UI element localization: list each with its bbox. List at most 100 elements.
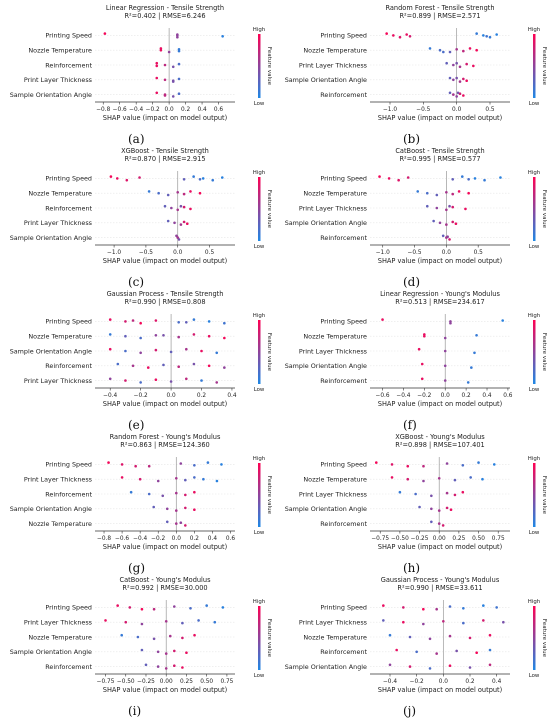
shap-point — [473, 351, 476, 355]
shap-point — [438, 221, 442, 225]
shap-point — [164, 667, 168, 670]
shap-point — [164, 620, 168, 623]
shap-point — [437, 477, 441, 480]
colorbar-title: Feature value — [266, 476, 272, 515]
shap-point — [382, 619, 385, 622]
x-tick-label: 0.0 — [172, 536, 182, 542]
chart-title: XGBoost - Tensile Strength — [121, 147, 209, 155]
x-tick-label: −0.6 — [375, 393, 389, 399]
shap-point — [468, 47, 472, 50]
shap-point — [200, 379, 203, 382]
panel-label: (d) — [403, 275, 421, 289]
shap-point — [458, 65, 462, 69]
shap-point — [468, 666, 472, 669]
feature-label: Printing Speed — [320, 461, 367, 469]
shap-point — [453, 493, 457, 497]
shap-point — [443, 336, 447, 340]
x-axis-label: SHAP value (impact on model output) — [103, 400, 227, 408]
shap-summary-plot: Gaussian Process - Tensile StrengthR²=0.… — [10, 290, 272, 408]
shap-point — [124, 334, 127, 338]
shap-summary-plot: Random Forest - Tensile StrengthR²=0.899… — [285, 4, 547, 122]
shap-point — [425, 191, 429, 195]
colorbar-title: Feature value — [266, 47, 272, 86]
shap-point — [125, 178, 129, 182]
shap-point — [182, 192, 186, 196]
shap-point — [461, 464, 465, 467]
shap-point — [488, 648, 492, 652]
chart-subtitle: R²=0.402 | RMSE=6.246 — [124, 12, 205, 20]
chart-panel: CatBoost - Tensile Strength R²=0.995 | RM… — [275, 145, 550, 288]
shap-point — [162, 334, 165, 337]
shap-point — [443, 364, 447, 368]
shap-point — [165, 520, 169, 524]
shap-point — [388, 663, 392, 667]
shap-point — [435, 607, 438, 611]
chart-subtitle: R²=0.513 | RMSE=234.617 — [395, 298, 484, 306]
shap-point — [140, 622, 144, 626]
shap-point — [223, 366, 226, 369]
shap-point — [442, 50, 445, 54]
x-tick-label: −0.25 — [137, 679, 155, 685]
shap-point — [189, 607, 192, 610]
shap-point — [169, 350, 173, 354]
shap-point — [124, 620, 128, 624]
panel-label: (a) — [128, 132, 145, 146]
colorbar-low-label: Low — [529, 530, 540, 536]
colorbar-high-label: High — [528, 313, 540, 319]
shap-point — [198, 178, 202, 181]
shap-point — [499, 176, 502, 179]
colorbar — [258, 177, 261, 241]
shap-point — [124, 349, 127, 353]
feature-label: Sample Orientation Angle — [10, 347, 92, 355]
shap-point — [198, 191, 202, 195]
colorbar-title: Feature value — [541, 190, 547, 229]
colorbar-title: Feature value — [541, 333, 547, 372]
x-tick-label: −0.8 — [97, 536, 111, 542]
feature-label: Print Layer Thickness — [24, 219, 93, 227]
shap-point — [382, 604, 385, 607]
x-tick-label: 0.2 — [190, 536, 200, 542]
colorbar — [258, 320, 261, 384]
shap-point — [465, 62, 468, 66]
shap-point — [157, 191, 160, 195]
shap-point — [465, 79, 468, 82]
shap-point — [192, 175, 195, 178]
shap-point — [397, 178, 400, 182]
shap-point — [430, 507, 433, 511]
panel-label: (h) — [403, 561, 421, 575]
shap-point — [201, 177, 205, 180]
colorbar — [533, 320, 536, 384]
shap-point — [378, 175, 381, 178]
feature-label: Printing Speed — [45, 604, 92, 612]
shap-point — [184, 478, 187, 482]
shap-point — [374, 461, 378, 464]
shap-point — [428, 637, 432, 641]
shap-point — [185, 651, 188, 654]
colorbar-high-label: High — [253, 599, 265, 605]
shap-point — [185, 347, 188, 351]
shap-point — [161, 494, 165, 498]
x-tick-label: 0.00 — [160, 679, 173, 685]
shap-point — [416, 190, 420, 193]
shap-point — [451, 205, 455, 209]
chart-title: Gaussian Process - Young's Modulus — [381, 576, 500, 584]
chart-subtitle: R²=0.863 | RMSE=124.360 — [120, 441, 209, 449]
shap-point — [205, 604, 208, 607]
shap-point — [458, 80, 462, 83]
chart-title: Linear Regression - Tensile Strength — [106, 4, 224, 12]
shap-point — [108, 318, 112, 321]
shap-point — [173, 649, 176, 653]
colorbar-title: Feature value — [541, 619, 547, 658]
shap-point — [406, 176, 410, 179]
shap-point — [387, 177, 391, 180]
shap-point — [104, 619, 107, 622]
shap-point — [422, 464, 425, 468]
shap-point — [437, 522, 441, 525]
feature-label: Nozzle Temperature — [303, 333, 367, 341]
shap-point — [154, 348, 158, 352]
shap-summary-plot: Linear Regression - Tensile StrengthR²=0… — [10, 4, 272, 122]
shap-point — [152, 637, 156, 641]
x-tick-label: 0.4 — [208, 536, 218, 542]
shap-point — [144, 663, 148, 667]
